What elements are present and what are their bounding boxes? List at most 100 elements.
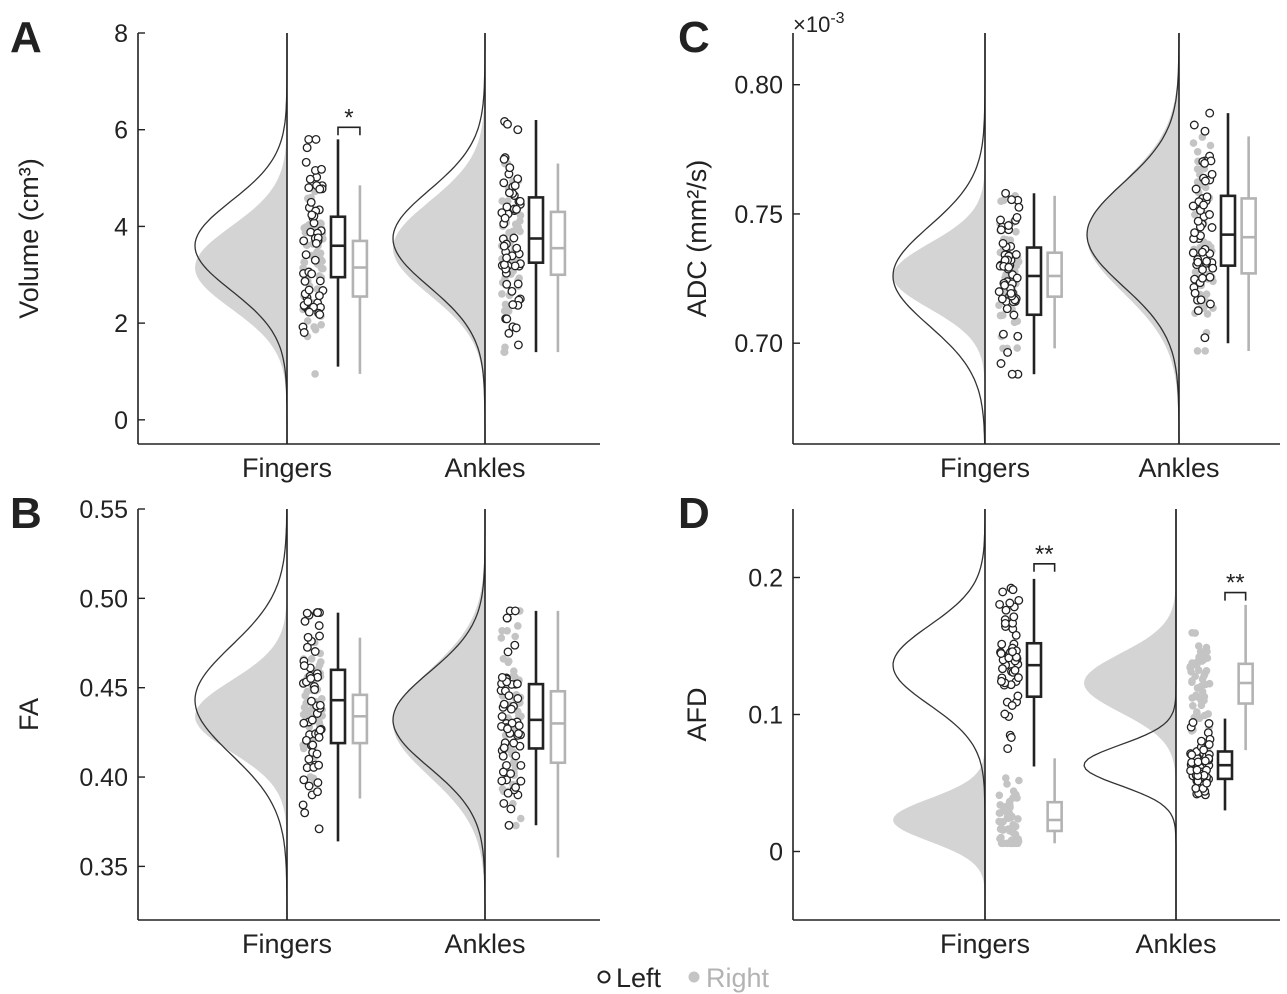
data-point-right — [516, 217, 524, 225]
data-point-right — [510, 667, 518, 675]
y-tick-label: 0.40 — [79, 764, 128, 792]
data-point-right — [995, 301, 1003, 310]
data-point-left — [1196, 295, 1206, 305]
data-point-right — [1006, 803, 1014, 812]
data-point-left — [1003, 347, 1013, 357]
data-point-left — [1202, 778, 1212, 788]
y-tick-label: 0.1 — [748, 702, 783, 730]
density-left-ankles — [392, 33, 486, 444]
data-point-right — [1011, 822, 1020, 831]
data-point-left — [304, 781, 314, 791]
data-point-left — [1012, 273, 1022, 283]
y-tick-label: 0.70 — [734, 330, 783, 358]
data-point-left — [1193, 306, 1203, 316]
box-left — [329, 668, 347, 745]
data-point-right — [1010, 318, 1019, 327]
data-point-left — [307, 715, 317, 725]
data-point-left — [509, 233, 519, 243]
data-point-left — [506, 704, 516, 714]
data-point-right — [1193, 660, 1201, 669]
data-point-right — [313, 248, 321, 257]
y-tick-label: 0 — [769, 839, 783, 867]
data-point-right — [997, 197, 1005, 205]
panel-D: D 0 0.1 0.2 AFD Fingers ** Ankles ** — [678, 489, 1280, 959]
data-point-left — [314, 824, 324, 834]
data-point-left — [1000, 709, 1010, 719]
data-point-left — [306, 674, 316, 683]
data-point-left — [315, 310, 325, 319]
data-point-right — [1202, 643, 1211, 652]
data-point-right — [1198, 675, 1207, 683]
data-point-left — [314, 621, 324, 631]
data-point-left — [503, 119, 512, 129]
data-point-right — [317, 658, 325, 666]
data-point-left — [304, 134, 314, 144]
data-point-left — [315, 631, 324, 641]
data-point-right — [1015, 776, 1023, 785]
data-point-left — [997, 294, 1007, 304]
data-point-left — [497, 776, 507, 786]
data-point-left — [300, 808, 310, 818]
data-point-left — [1191, 184, 1201, 194]
data-point-left — [312, 749, 322, 759]
data-point-right — [517, 814, 525, 823]
data-point-right — [1193, 178, 1202, 186]
box-left — [527, 196, 545, 264]
data-point-left — [513, 279, 523, 289]
data-point-left — [1197, 247, 1207, 257]
data-point-left — [305, 174, 315, 184]
data-point-left — [499, 178, 509, 188]
data-point-right — [500, 348, 509, 356]
y-tick-label: 0.2 — [748, 565, 783, 593]
data-point-left — [1007, 701, 1017, 710]
data-point-right — [1201, 183, 1210, 192]
data-point-left — [1011, 630, 1021, 640]
data-point-left — [1189, 120, 1199, 130]
data-point-right — [1188, 677, 1196, 685]
data-point-left — [1003, 744, 1013, 754]
data-point-left — [315, 725, 325, 735]
data-point-left — [499, 241, 509, 251]
data-point-left — [1204, 740, 1214, 749]
legend-right-marker — [688, 971, 700, 983]
significance-bracket — [1033, 563, 1056, 572]
panel-C: C 0.70 0.75 0.80 ADC (mm²/s) ×10-3 Fingers Ankl… — [678, 10, 1280, 483]
y-exponent-label: ×10-3 — [793, 10, 845, 37]
data-point-left — [1205, 272, 1215, 282]
data-point-left — [311, 134, 321, 144]
data-point-right — [318, 695, 326, 703]
data-point-left — [1000, 280, 1010, 290]
data-point-left — [511, 323, 521, 333]
data-point-left — [1188, 718, 1198, 727]
data-point-left — [998, 329, 1008, 339]
box-left — [1025, 246, 1043, 317]
density-right-ankles — [393, 33, 485, 444]
density-left-ankles — [392, 509, 486, 920]
data-point-right — [310, 323, 318, 331]
data-point-left — [503, 647, 513, 657]
panel-letter: C — [678, 13, 710, 62]
data-point-left — [302, 642, 312, 652]
data-point-right — [1193, 347, 1202, 355]
panel-letter: A — [10, 13, 42, 62]
box-right — [1046, 800, 1063, 833]
data-point-left — [303, 632, 313, 642]
data-point-left — [313, 787, 322, 797]
y-tick-label: 0.55 — [79, 496, 128, 524]
data-point-left — [513, 340, 523, 350]
data-point-right — [1002, 774, 1010, 782]
data-point-left — [998, 238, 1008, 248]
data-point-left — [509, 738, 519, 748]
data-point-left — [1006, 288, 1016, 298]
data-point-left — [1198, 273, 1207, 283]
data-point-left — [497, 672, 507, 682]
data-point-left — [500, 213, 510, 223]
data-point-right — [1014, 815, 1022, 823]
density-left-ankles — [1086, 32, 1180, 444]
data-point-right — [511, 632, 519, 641]
data-point-left — [514, 729, 523, 739]
data-point-left — [502, 314, 512, 324]
data-point-left — [1007, 647, 1017, 657]
data-point-left — [1014, 595, 1024, 605]
